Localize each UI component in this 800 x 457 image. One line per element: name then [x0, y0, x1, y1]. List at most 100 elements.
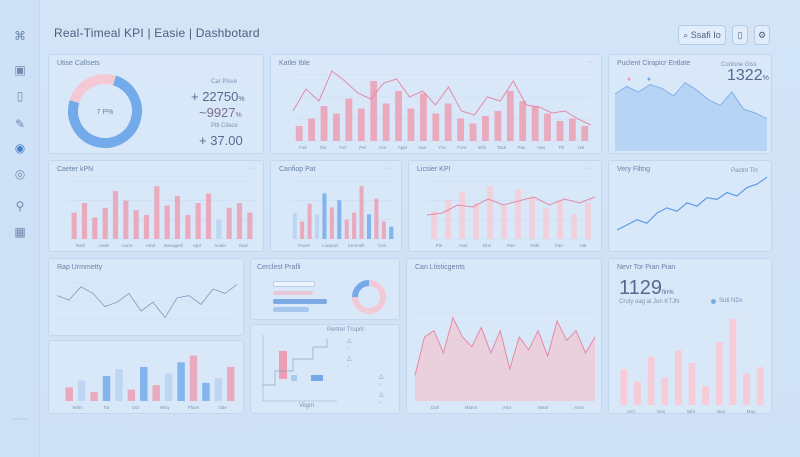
metric-mark: △ [347, 356, 352, 362]
axis-label: Tor [103, 405, 110, 410]
kpi-card-summary[interactable]: Utise Callsets 7 P% Car Pisve + 22750% ~… [48, 54, 264, 154]
bar [164, 205, 170, 239]
tick-label: - [288, 117, 290, 122]
bar [432, 113, 440, 141]
trend-line [616, 176, 768, 231]
bar-chart-card-4[interactable]: Licsier KPI ··· - - - - Pin Asnl Dnn Pan Fatlr Fa… [408, 160, 602, 252]
bar [329, 207, 334, 239]
bar [469, 123, 477, 141]
bar [102, 376, 111, 401]
menu-icon[interactable]: ··· [586, 165, 593, 172]
bar [337, 200, 342, 239]
bar [444, 103, 452, 141]
pen-icon[interactable]: ✎ [14, 117, 26, 131]
bar [366, 214, 372, 239]
area-chart: Dall Mamn Anrt Miral Anro [414, 284, 596, 410]
trend-line [292, 70, 592, 126]
axis-label: Hat [579, 243, 587, 248]
area-chart-card[interactable]: Puclent Cirapicr Entlate Cunlsne Glss 13… [608, 54, 772, 154]
bar-chart: - - - - Pin Asnl Dnn Pan Fatlr Fan Hat [422, 179, 596, 248]
axis-label: Pin [436, 243, 443, 248]
bar [585, 202, 591, 239]
menu-icon[interactable]: ··· [248, 165, 255, 172]
legend-dot [627, 77, 631, 81]
line-chart-card-2[interactable]: Rap Urmmetty [48, 258, 244, 336]
line-chart-card-3[interactable]: Pertrer Trupril Viigrn △ ◦ △ ◦ △ ◦ △ ◦ [250, 324, 400, 414]
progress-bar [273, 291, 313, 295]
progress-bar [273, 299, 327, 304]
area-chart [614, 77, 768, 151]
bar [152, 385, 160, 401]
bar [756, 367, 764, 405]
axis-label: Aede [99, 243, 110, 248]
tick-label: - [64, 179, 66, 184]
settings-icon[interactable]: ⚙ [754, 25, 770, 45]
menu-icon[interactable]: ··· [386, 165, 393, 172]
card-title: Nevr Tor Pian Pian [617, 264, 676, 271]
tick-label: - [288, 139, 290, 144]
bar [185, 215, 191, 239]
axis-label: Loepoel [322, 243, 338, 248]
bar [620, 369, 628, 405]
search-icon[interactable]: ⚲ [15, 199, 25, 213]
area-fill [415, 317, 595, 401]
area-chart-card-2[interactable]: Can Ltisticgents Dall Mamn Anrt Miral Anro [406, 258, 602, 414]
dashboard-icon[interactable]: ▣ [14, 63, 26, 77]
gauge-fill [352, 280, 370, 298]
axis-label: Arcr [627, 409, 636, 414]
donut-slice [69, 74, 116, 104]
line-chart-card[interactable]: Very Filtng Pactnt Tin [608, 160, 772, 252]
tick-label: - [64, 198, 66, 203]
bar [381, 221, 386, 239]
bar [214, 378, 223, 401]
bar-chart-card-2[interactable]: Caeter kPN ··· - - - - Racl Aede Aurm Amd Banage… [48, 160, 264, 252]
axis-label: Aan [418, 145, 427, 150]
bar-chart-card-5[interactable]: Witm Tor Ocl Wirq Ffuve Obe [48, 340, 244, 414]
gauge-chart [352, 280, 386, 314]
axis-label: Gan [657, 409, 666, 414]
axis-label: Hes [537, 145, 546, 150]
users-icon[interactable]: ◉ [14, 141, 26, 155]
progress-card[interactable]: Cerclest Prafli [250, 258, 400, 320]
card-subtitle: Cruty oag ai Jun KTJN [619, 299, 680, 305]
progress-bar [273, 307, 309, 312]
bar-chart-card[interactable]: Katlei Ible ··· - - - - Fall Tos Faf Pel Ann Appl… [270, 54, 602, 154]
menu-icon[interactable]: ··· [586, 59, 593, 66]
bar [557, 200, 563, 239]
globe-icon[interactable]: ◎ [14, 167, 26, 181]
legend-label: Sutl NDs [719, 298, 743, 304]
legend-dot [711, 299, 716, 304]
card-title: Rap Urmmetty [57, 264, 103, 271]
axis-label: Miral [538, 405, 548, 410]
bar [279, 351, 287, 379]
axis-label: Hol [578, 145, 585, 150]
axis-label: Wbt [687, 409, 696, 414]
metric-mark: ◦ [347, 364, 350, 370]
bar-chart: Arcr Gan Wbt Nan Mau [620, 318, 764, 414]
search-button[interactable]: ⌕ Ssafi Io [678, 25, 726, 45]
bar [247, 212, 253, 239]
calendar-icon[interactable]: ▦ [14, 225, 26, 239]
bar [715, 342, 723, 405]
donut-center-label: 7 P% [97, 109, 114, 116]
bar [647, 356, 655, 405]
bar [571, 214, 577, 239]
bar-chart-card-6[interactable]: Nevr Tor Pian Pian 1129fin% Cruty oag ai… [608, 258, 772, 414]
bar-chart-card-3[interactable]: Canfiop Pat ··· - - - - Pacet Loepoel Cerimell… [270, 160, 402, 252]
card-title: Licsier KPI [417, 166, 451, 173]
bar [357, 108, 365, 141]
bar-chart: - - - - Fall Tos Faf Pel Ann Appl Aan Ynn Fore Iefsl T… [288, 70, 592, 150]
axis-label: Fore [457, 145, 467, 150]
phone-icon[interactable]: ▯ [16, 89, 24, 103]
axis-label: Aurm [122, 243, 133, 248]
bar [556, 121, 564, 141]
tick-label: - [422, 237, 424, 242]
area-fill [615, 82, 767, 151]
axis-label: Wirq [160, 405, 170, 410]
bar [291, 375, 297, 381]
bookmark-icon[interactable]: ▯ [732, 25, 748, 45]
bar [112, 191, 119, 239]
axis-label: Viigrn [299, 403, 315, 409]
kpi-value: + 22750% [191, 89, 245, 104]
bar [482, 116, 489, 141]
